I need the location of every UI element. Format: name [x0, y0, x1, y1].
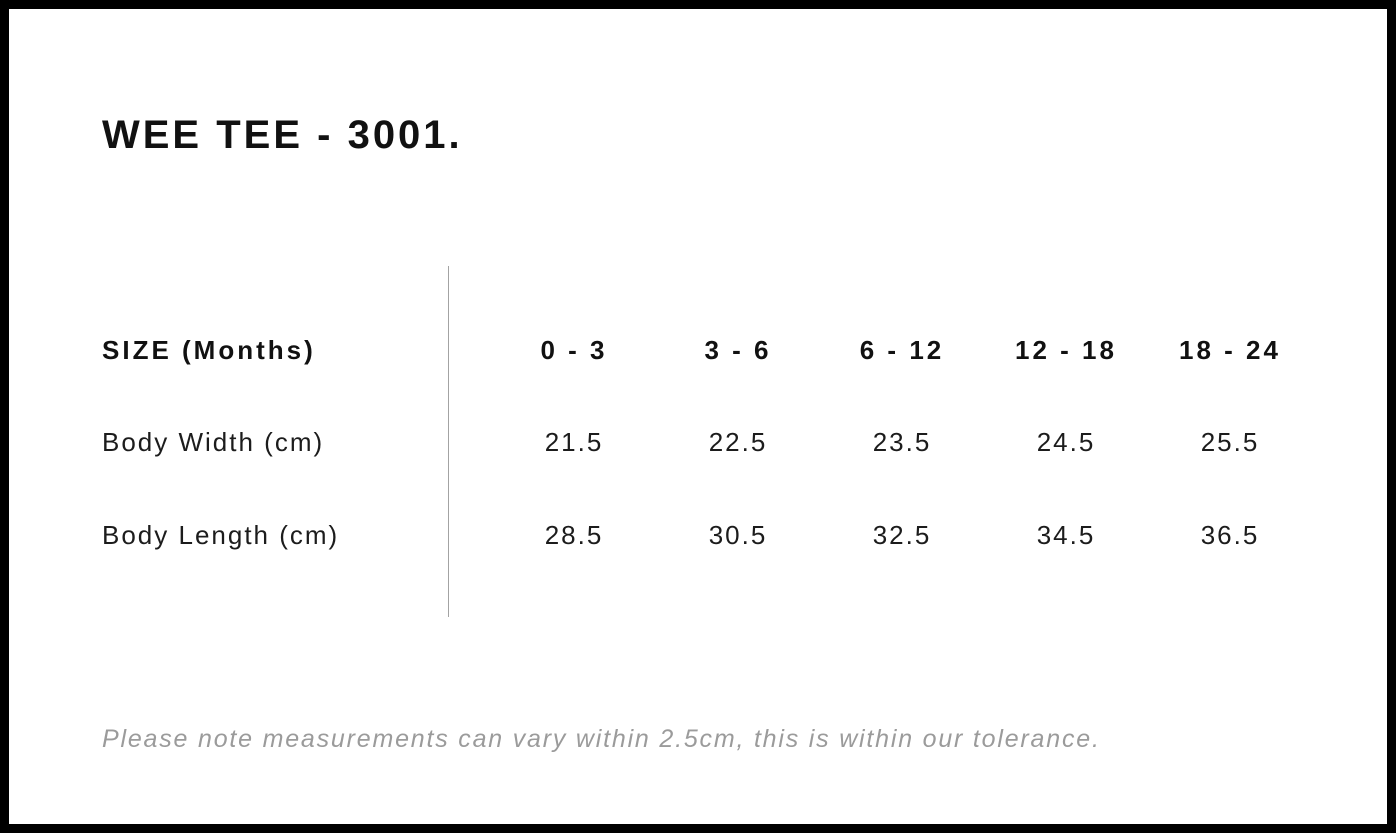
body-width-value: 22.5: [708, 426, 768, 457]
body-length-value: 30.5: [708, 519, 768, 550]
size-column-3-6: 3 - 6: [704, 334, 772, 365]
body-width-value: 23.5: [872, 426, 932, 457]
body-length-value: 32.5: [872, 519, 932, 550]
table-row-body-length: Body Length (cm) 28.5 30.5 32.5 34.5 36.…: [102, 519, 1312, 551]
row-label-body-width: Body Width (cm): [102, 426, 325, 457]
body-length-value: 36.5: [1200, 519, 1260, 550]
tolerance-note: Please note measurements can vary within…: [102, 725, 1101, 753]
body-width-value: 24.5: [1036, 426, 1096, 457]
size-table-header-row: SIZE (Months) 0 - 3 3 - 6 6 - 12 12 - 18…: [102, 334, 1312, 366]
size-column-12-18: 12 - 18: [1015, 334, 1117, 365]
size-column-0-3: 0 - 3: [540, 334, 608, 365]
body-length-value: 28.5: [544, 519, 604, 550]
table-row-body-width: Body Width (cm) 21.5 22.5 23.5 24.5 25.5: [102, 426, 1312, 458]
table-divider: [448, 266, 449, 617]
body-width-value: 21.5: [544, 426, 604, 457]
size-column-18-24: 18 - 24: [1179, 334, 1281, 365]
body-width-value: 25.5: [1200, 426, 1260, 457]
body-length-value: 34.5: [1036, 519, 1096, 550]
size-header-label: SIZE (Months): [102, 334, 316, 365]
size-column-6-12: 6 - 12: [859, 334, 945, 365]
page-title: WEE TEE - 3001.: [102, 113, 463, 157]
row-label-body-length: Body Length (cm): [102, 519, 340, 550]
